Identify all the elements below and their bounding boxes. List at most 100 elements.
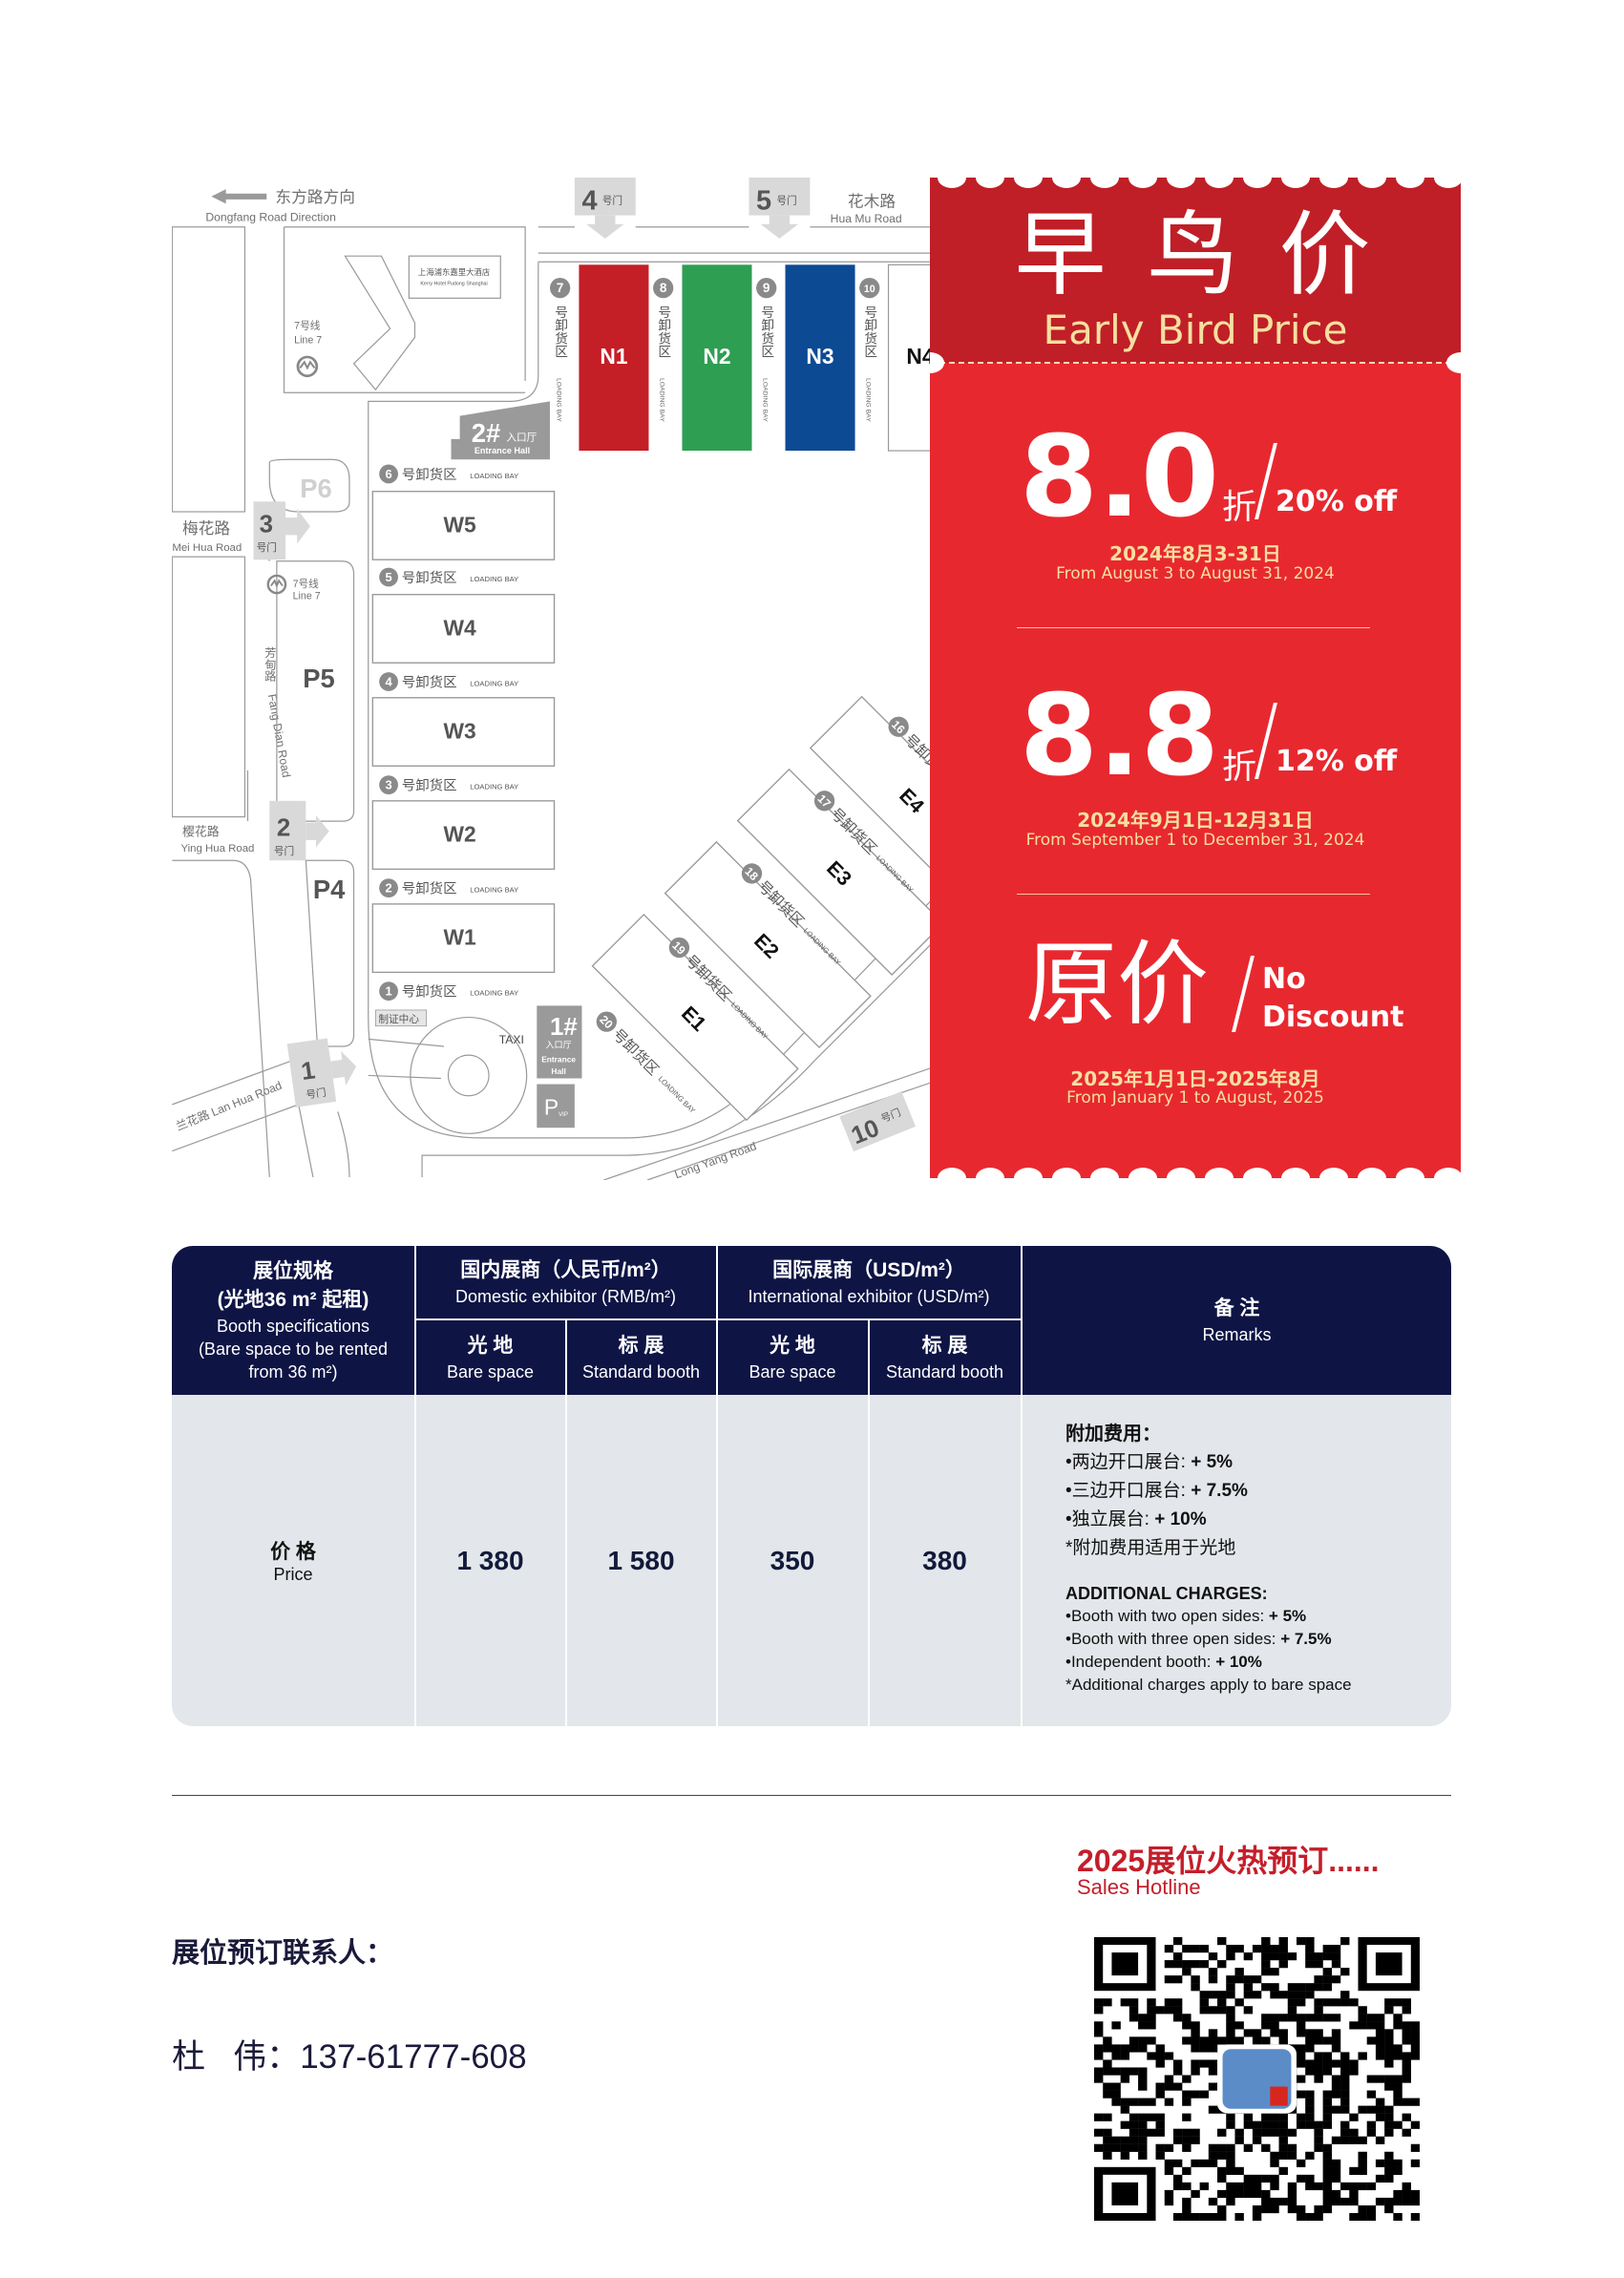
svg-text:LOADING BAY: LOADING BAY — [865, 378, 872, 422]
svg-text:号卸货区: 号卸货区 — [553, 306, 568, 358]
contact-phone[interactable]: 137-61777-608 — [300, 2038, 527, 2076]
hall-n3: N3 — [785, 264, 855, 452]
loading-bay-5: 5 号卸货区 LOADING BAY — [379, 567, 518, 587]
title-en: Early Bird Price — [1043, 306, 1348, 353]
gate-4: 4 号门 — [574, 178, 636, 239]
svg-text:号卸货区: 号卸货区 — [402, 570, 457, 586]
svg-text:3: 3 — [385, 778, 391, 792]
scallop-edge — [1281, 1168, 1310, 1178]
early-bird-panel: 早 鸟 价 Early Bird Price 8.0 折 20% off 202… — [930, 178, 1461, 1178]
svg-text:号门: 号门 — [776, 194, 796, 206]
subheader-domestic-standard: 标 展 Standard booth — [566, 1320, 716, 1395]
price-intl-standard: 380 — [922, 1545, 967, 1575]
svg-text:2: 2 — [385, 881, 391, 896]
svg-text:N2: N2 — [703, 344, 730, 369]
road-meihua-en: Mei Hua Road — [172, 542, 242, 554]
svg-text:号门: 号门 — [257, 541, 277, 554]
scallop-edge — [1205, 178, 1234, 188]
svg-text:LOADING BAY: LOADING BAY — [556, 378, 562, 422]
hall-e3: E3 — [736, 768, 931, 976]
metro-line-en-2: Line 7 — [293, 590, 321, 601]
metro-line-cn: 7号线 — [294, 319, 321, 331]
contact-line: 杜 伟：137-61777-608 — [172, 2030, 527, 2078]
loading-bay-9: 9 号卸货区 LOADING BAY — [756, 278, 777, 422]
svg-text:3: 3 — [260, 511, 273, 538]
direction-en: Dongfang Road Direction — [205, 211, 336, 224]
loading-bay-8: 8 号卸货区 LOADING BAY — [653, 278, 674, 422]
parking-p5: P5 — [303, 664, 334, 693]
hall-n4: N4 — [887, 264, 931, 452]
svg-text:号卸货区: 号卸货区 — [402, 880, 457, 896]
road-yinghua-cn: 樱花路 — [182, 824, 220, 838]
metro-line-en: Line 7 — [294, 334, 322, 346]
metro-icon — [296, 355, 319, 378]
hall-w5: W5 — [371, 491, 556, 560]
metro-line-cn-2: 7号线 — [293, 578, 320, 590]
tier-1-off: 20% off — [1276, 485, 1398, 518]
scallop-edge — [1052, 1168, 1081, 1178]
tier-2-discount: 8.8 — [1020, 669, 1220, 801]
svg-text:W3: W3 — [444, 718, 476, 743]
hotel-name-cn: 上海浦东嘉里大酒店 — [418, 267, 490, 277]
hotline-title: 2025展位火热预订...... — [1077, 1844, 1380, 1878]
header-domestic: 国内展商（人民币/m²） Domestic exhibitor (RMB/m²) — [415, 1246, 716, 1318]
svg-text:号门: 号门 — [274, 845, 294, 857]
hall-e4: E4 — [809, 695, 931, 903]
svg-text:LOADING BAY: LOADING BAY — [470, 680, 518, 688]
separator — [1017, 894, 1370, 895]
tier-2-unit: 折 — [1222, 748, 1257, 787]
slash-divider — [1232, 956, 1255, 1032]
panel-header — [930, 178, 1461, 363]
row-label-price: 价 格 Price — [270, 1541, 316, 1584]
subheader-domestic-bare: 光 地 Bare space — [415, 1320, 565, 1395]
footer-divider — [172, 1795, 1451, 1796]
svg-text:LOADING BAY: LOADING BAY — [659, 378, 665, 422]
tier-1-unit: 折 — [1222, 488, 1257, 527]
svg-text:4: 4 — [581, 185, 597, 216]
entrance-hall-1: 1# 入口厅 Entrance Hall — [537, 1005, 582, 1079]
remarks-cn-note: *附加费用适用于光地 — [1065, 1538, 1236, 1558]
svg-text:P: P — [544, 1095, 559, 1120]
scallop-edge — [1090, 178, 1119, 188]
scallop-edge — [1358, 1168, 1386, 1178]
svg-text:LOADING BAY: LOADING BAY — [470, 989, 518, 998]
taxi-label: TAXI — [499, 1033, 524, 1046]
subheader-intl-bare: 光 地 Bare space — [717, 1320, 868, 1395]
svg-text:7: 7 — [557, 281, 564, 295]
hall-w2: W2 — [371, 800, 556, 871]
svg-text:LOADING BAY: LOADING BAY — [657, 1074, 697, 1114]
scallop-edge — [1090, 1168, 1119, 1178]
loading-bay-4: 4 号卸货区 LOADING BAY — [379, 672, 518, 691]
svg-text:9: 9 — [763, 281, 770, 295]
remarks-en-title: ADDITIONAL CHARGES: — [1065, 1584, 1268, 1603]
remark-item: •两边开口展台: + 5% — [1065, 1452, 1234, 1472]
svg-text:N4: N4 — [906, 344, 931, 369]
svg-text:LOADING BAY: LOADING BAY — [470, 886, 518, 895]
svg-text:LOADING BAY: LOADING BAY — [470, 472, 518, 480]
svg-text:10: 10 — [864, 284, 875, 295]
tier-3-date-en: From January 1 to August, 2025 — [1066, 1088, 1324, 1107]
scallop-edge — [1243, 1168, 1272, 1178]
tear-line — [939, 362, 1451, 364]
price-table: 展位规格 (光地36 m² 起租) Booth specifications (… — [172, 1246, 1451, 1726]
svg-text:LOADING BAY: LOADING BAY — [470, 783, 518, 791]
road-huamu-cn: 花木路 — [848, 192, 896, 210]
svg-text:W4: W4 — [444, 615, 477, 640]
scallop-edge — [1128, 1168, 1157, 1178]
remark-item: •Booth with two open sides: + 5% — [1065, 1607, 1307, 1625]
svg-text:N3: N3 — [806, 344, 833, 369]
svg-text:Hall: Hall — [551, 1066, 565, 1076]
scallop-edge — [1167, 178, 1195, 188]
qr-code-icon[interactable] — [1094, 1937, 1420, 2221]
remark-item: •独立展台: + 10% — [1065, 1509, 1207, 1529]
road-yinghua-en: Ying Hua Road — [180, 843, 254, 854]
scallop-edge — [1243, 178, 1272, 188]
svg-text:N1: N1 — [600, 344, 627, 369]
subheader-intl-standard: 标 展 Standard booth — [869, 1320, 1021, 1395]
slash-divider — [1255, 443, 1277, 519]
scallop-edge — [976, 1168, 1004, 1178]
tier-1-date-cn: 2024年8月3-31日 — [1109, 542, 1281, 565]
hall-e2: E2 — [664, 840, 872, 1049]
gate-2: 2 号门 — [269, 800, 329, 861]
svg-text:号卸货区: 号卸货区 — [862, 306, 877, 358]
